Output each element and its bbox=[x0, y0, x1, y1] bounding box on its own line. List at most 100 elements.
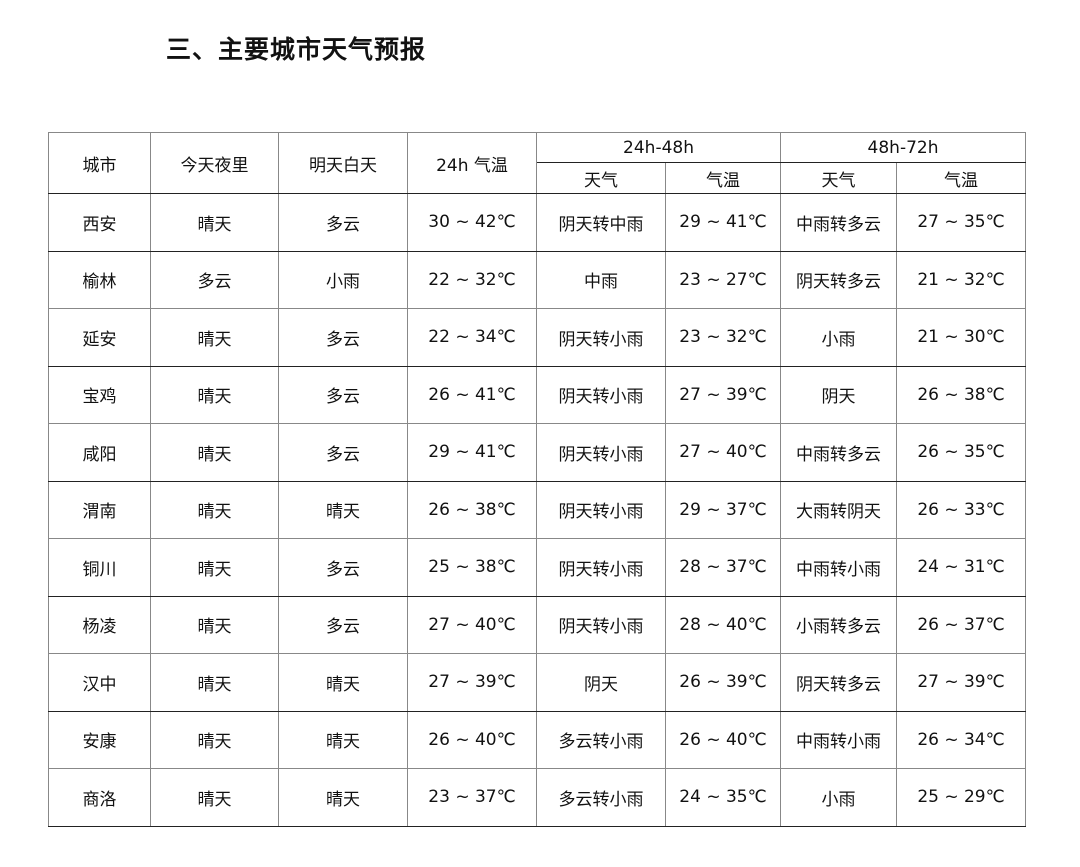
cell-tonight: 多云 bbox=[150, 250, 279, 309]
cell-tonight: 晴天 bbox=[150, 710, 279, 769]
cell-tomorrow-day: 多云 bbox=[278, 538, 408, 597]
header-48-72h-temp: 气温 bbox=[896, 162, 1027, 194]
cell-temp-24h: 26 ~ 40℃ bbox=[407, 710, 537, 769]
cell-weather-48-72h: 大雨转阴天 bbox=[780, 480, 898, 539]
cell-tomorrow-day: 多云 bbox=[278, 423, 408, 482]
cell-tonight: 晴天 bbox=[150, 768, 279, 827]
header-24-48h-temp: 气温 bbox=[664, 162, 782, 194]
cell-weather-24-48h: 多云转小雨 bbox=[536, 710, 666, 769]
table-row: 铜川 晴天 多云 25 ~ 38℃ 阴天转小雨 28 ~ 37℃ 中雨转小雨 24 ~ 31℃ bbox=[48, 538, 1027, 597]
cell-temp-48-72h: 26 ~ 35℃ bbox=[896, 423, 1027, 482]
cell-temp-24h: 26 ~ 41℃ bbox=[407, 365, 537, 424]
cell-temp-24-48h: 29 ~ 41℃ bbox=[664, 193, 782, 252]
header-tonight: 今天夜里 bbox=[150, 132, 279, 194]
cell-weather-48-72h: 小雨 bbox=[780, 768, 898, 827]
cell-city: 西安 bbox=[48, 193, 151, 252]
cell-temp-24h: 22 ~ 32℃ bbox=[407, 250, 537, 309]
cell-city: 咸阳 bbox=[48, 423, 151, 482]
cell-temp-24-48h: 27 ~ 40℃ bbox=[664, 423, 782, 482]
cell-temp-48-72h: 26 ~ 38℃ bbox=[896, 365, 1027, 424]
cell-temp-48-72h: 24 ~ 31℃ bbox=[896, 538, 1027, 597]
header-tomorrow-day: 明天白天 bbox=[278, 132, 408, 194]
cell-tonight: 晴天 bbox=[150, 653, 279, 712]
cell-weather-24-48h: 阴天转中雨 bbox=[536, 193, 666, 252]
cell-temp-48-72h: 26 ~ 37℃ bbox=[896, 595, 1027, 654]
cell-temp-24h: 29 ~ 41℃ bbox=[407, 423, 537, 482]
cell-city: 汉中 bbox=[48, 653, 151, 712]
table-row: 汉中 晴天 晴天 27 ~ 39℃ 阴天 26 ~ 39℃ 阴天转多云 27 ~ 39℃ bbox=[48, 653, 1027, 712]
cell-weather-48-72h: 中雨转多云 bbox=[780, 193, 898, 252]
cell-city: 杨凌 bbox=[48, 595, 151, 654]
header-48-72h-weather: 天气 bbox=[780, 162, 898, 194]
cell-weather-48-72h: 中雨转多云 bbox=[780, 423, 898, 482]
header-48-72h: 48h-72h bbox=[780, 132, 1027, 163]
table-row: 商洛 晴天 晴天 23 ~ 37℃ 多云转小雨 24 ~ 35℃ 小雨 25 ~ 29℃ bbox=[48, 768, 1027, 827]
cell-temp-48-72h: 21 ~ 32℃ bbox=[896, 250, 1027, 309]
cell-weather-48-72h: 阴天 bbox=[780, 365, 898, 424]
cell-temp-24-48h: 28 ~ 40℃ bbox=[664, 595, 782, 654]
cell-temp-24-48h: 24 ~ 35℃ bbox=[664, 768, 782, 827]
cell-temp-48-72h: 27 ~ 39℃ bbox=[896, 653, 1027, 712]
cell-weather-48-72h: 小雨转多云 bbox=[780, 595, 898, 654]
cell-tonight: 晴天 bbox=[150, 365, 279, 424]
cell-temp-48-72h: 27 ~ 35℃ bbox=[896, 193, 1027, 252]
header-24-48h: 24h-48h bbox=[535, 132, 782, 163]
cell-temp-48-72h: 25 ~ 29℃ bbox=[896, 768, 1027, 827]
cell-city: 安康 bbox=[48, 710, 151, 769]
table-row: 榆林 多云 小雨 22 ~ 32℃ 中雨 23 ~ 27℃ 阴天转多云 21 ~ 32℃ bbox=[48, 250, 1027, 309]
table-row: 咸阳 晴天 多云 29 ~ 41℃ 阴天转小雨 27 ~ 40℃ 中雨转多云 26 ~ 35℃ bbox=[48, 423, 1027, 482]
cell-tonight: 晴天 bbox=[150, 538, 279, 597]
table-row: 西安 晴天 多云 30 ~ 42℃ 阴天转中雨 29 ~ 41℃ 中雨转多云 27 ~ 35℃ bbox=[48, 193, 1027, 252]
cell-weather-24-48h: 阴天转小雨 bbox=[536, 595, 666, 654]
cell-temp-24-48h: 29 ~ 37℃ bbox=[664, 480, 782, 539]
cell-tomorrow-day: 多云 bbox=[278, 595, 408, 654]
cell-temp-24-48h: 27 ~ 39℃ bbox=[664, 365, 782, 424]
table-row: 安康 晴天 晴天 26 ~ 40℃ 多云转小雨 26 ~ 40℃ 中雨转小雨 26 ~ 34℃ bbox=[48, 710, 1027, 769]
cell-weather-48-72h: 小雨 bbox=[780, 308, 898, 367]
cell-weather-48-72h: 阴天转多云 bbox=[780, 250, 898, 309]
cell-temp-24-48h: 28 ~ 37℃ bbox=[664, 538, 782, 597]
cell-tonight: 晴天 bbox=[150, 308, 279, 367]
cell-temp-48-72h: 21 ~ 30℃ bbox=[896, 308, 1027, 367]
city-weather-forecast-table: 城市 今天夜里 明天白天 24h 气温 24h-48h 48h-72h 天气 气… bbox=[48, 132, 1027, 827]
cell-tonight: 晴天 bbox=[150, 595, 279, 654]
cell-weather-24-48h: 阴天转小雨 bbox=[536, 538, 666, 597]
table-row: 渭南 晴天 晴天 26 ~ 38℃ 阴天转小雨 29 ~ 37℃ 大雨转阴天 26 ~ 33℃ bbox=[48, 480, 1027, 539]
cell-weather-24-48h: 阴天转小雨 bbox=[536, 308, 666, 367]
cell-temp-48-72h: 26 ~ 34℃ bbox=[896, 710, 1027, 769]
cell-temp-24h: 22 ~ 34℃ bbox=[407, 308, 537, 367]
cell-city: 榆林 bbox=[48, 250, 151, 309]
cell-tomorrow-day: 晴天 bbox=[278, 710, 408, 769]
cell-temp-24h: 23 ~ 37℃ bbox=[407, 768, 537, 827]
cell-weather-24-48h: 多云转小雨 bbox=[536, 768, 666, 827]
cell-tomorrow-day: 多云 bbox=[278, 193, 408, 252]
cell-tomorrow-day: 多云 bbox=[278, 365, 408, 424]
cell-tomorrow-day: 晴天 bbox=[278, 480, 408, 539]
cell-tomorrow-day: 晴天 bbox=[278, 768, 408, 827]
cell-tomorrow-day: 多云 bbox=[278, 308, 408, 367]
table-row: 杨凌 晴天 多云 27 ~ 40℃ 阴天转小雨 28 ~ 40℃ 小雨转多云 26 ~ 37℃ bbox=[48, 595, 1027, 654]
table-row: 宝鸡 晴天 多云 26 ~ 41℃ 阴天转小雨 27 ~ 39℃ 阴天 26 ~ 38℃ bbox=[48, 365, 1027, 424]
cell-city: 延安 bbox=[48, 308, 151, 367]
cell-temp-24h: 30 ~ 42℃ bbox=[407, 193, 537, 252]
section-title: 三、主要城市天气预报 bbox=[166, 35, 427, 64]
cell-weather-24-48h: 阴天转小雨 bbox=[536, 480, 666, 539]
header-24h-temp: 24h 气温 bbox=[407, 132, 537, 194]
cell-weather-24-48h: 阴天转小雨 bbox=[536, 423, 666, 482]
cell-temp-24h: 27 ~ 40℃ bbox=[407, 595, 537, 654]
cell-tonight: 晴天 bbox=[150, 480, 279, 539]
cell-weather-48-72h: 阴天转多云 bbox=[780, 653, 898, 712]
cell-tonight: 晴天 bbox=[150, 423, 279, 482]
cell-weather-24-48h: 阴天 bbox=[536, 653, 666, 712]
cell-city: 商洛 bbox=[48, 768, 151, 827]
cell-tomorrow-day: 晴天 bbox=[278, 653, 408, 712]
header-city: 城市 bbox=[48, 132, 151, 194]
cell-city: 渭南 bbox=[48, 480, 151, 539]
header-24-48h-weather: 天气 bbox=[536, 162, 666, 194]
cell-temp-24h: 26 ~ 38℃ bbox=[407, 480, 537, 539]
cell-temp-24-48h: 26 ~ 39℃ bbox=[664, 653, 782, 712]
cell-temp-24h: 25 ~ 38℃ bbox=[407, 538, 537, 597]
cell-tonight: 晴天 bbox=[150, 193, 279, 252]
cell-weather-24-48h: 中雨 bbox=[536, 250, 666, 309]
cell-temp-24h: 27 ~ 39℃ bbox=[407, 653, 537, 712]
